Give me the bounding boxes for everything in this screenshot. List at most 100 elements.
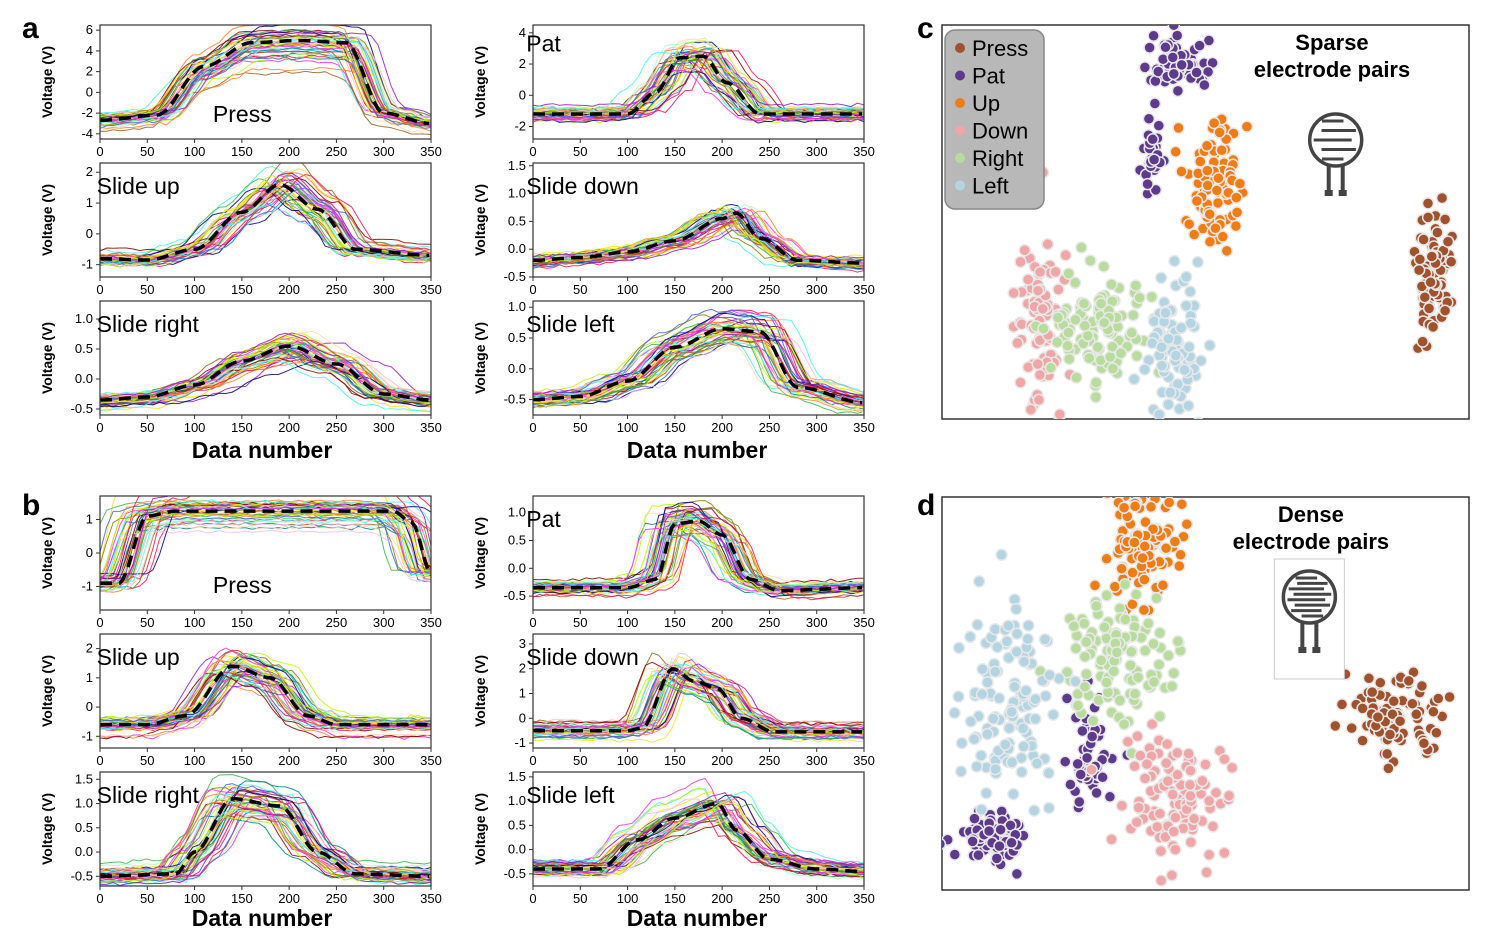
line-chart-b-press: 0 50 100 150 200 250 300 350 1 0 -1 Voltage (V) Pres…: [39, 495, 442, 630]
trace-group: [533, 652, 864, 743]
point-down: [1145, 717, 1159, 731]
y-tick-label: 0: [86, 84, 93, 99]
point-right: [1089, 390, 1103, 404]
point-down: [1160, 737, 1174, 751]
y-axis-label: Voltage (V): [39, 184, 55, 256]
plot-frame: [99, 24, 432, 140]
panel-letter-d: d: [917, 489, 935, 522]
point-right: [1061, 339, 1074, 353]
trace-line: [100, 172, 431, 263]
trace-line: [100, 788, 431, 880]
point-up: [1136, 551, 1149, 565]
point-right: [1037, 322, 1050, 335]
point-right: [1167, 666, 1180, 680]
point-left: [1164, 386, 1177, 399]
point-down: [1202, 794, 1216, 808]
x-tick-label: 250: [759, 891, 781, 906]
y-tick-label: 0.5: [508, 532, 526, 547]
panel-letter-a: a: [22, 12, 39, 45]
point-down: [1014, 376, 1027, 389]
x-tick-label: 300: [373, 753, 395, 768]
point-down: [1184, 789, 1197, 803]
y-tick-label: -2: [514, 119, 526, 134]
point-pat: [1167, 67, 1181, 81]
trace-line: [100, 45, 431, 125]
point-down: [1154, 844, 1168, 858]
point-up: [1233, 177, 1247, 190]
point-pat: [1064, 778, 1077, 791]
x-tick-label: 150: [664, 282, 686, 297]
point-up: [1144, 500, 1158, 514]
x-tick-label: 250: [759, 282, 781, 297]
point-pat: [1090, 786, 1103, 800]
point-press: [1435, 191, 1449, 205]
y-tick-label: 1.0: [508, 299, 526, 314]
point-down: [1018, 243, 1031, 257]
point-right: [1068, 276, 1082, 290]
trace-line: [100, 360, 431, 412]
x-tick-label: 250: [326, 420, 348, 435]
y-tick-label: -1: [81, 728, 93, 743]
y-tick-label: 1.0: [508, 186, 526, 201]
point-right: [1079, 635, 1093, 649]
point-pat: [1198, 78, 1211, 92]
plot-frame: [99, 162, 432, 278]
y-tick-label: 0: [86, 545, 93, 560]
point-down: [1202, 848, 1216, 862]
x-tick-label: 200: [711, 144, 733, 159]
y-tick-label: -0.5: [504, 866, 526, 881]
x-tick-label: 50: [573, 282, 587, 297]
plot-frame: [532, 633, 865, 749]
point-right: [1124, 659, 1137, 672]
trace-line: [100, 529, 431, 586]
y-tick-label: -0.5: [504, 588, 526, 603]
point-right: [1153, 626, 1167, 640]
point-press: [1412, 263, 1426, 277]
point-left: [1194, 354, 1208, 367]
trace-line: [533, 660, 864, 729]
trace-line: [533, 520, 864, 588]
trace-line: [533, 671, 864, 741]
legend-marker-right: [955, 153, 965, 163]
point-right: [1113, 694, 1127, 707]
x-tick-label: 100: [184, 891, 206, 906]
scatter-title: electrode pairs: [1254, 57, 1411, 82]
point-press: [1474, 714, 1485, 725]
point-up: [1209, 222, 1222, 235]
point-right: [1083, 351, 1096, 365]
point-left: [1191, 255, 1205, 269]
point-down: [1169, 843, 1182, 856]
point-down: [1184, 835, 1198, 849]
trace-line: [100, 681, 431, 738]
point-up: [1190, 194, 1204, 208]
trace-line: [533, 800, 864, 867]
trace-line: [100, 647, 431, 728]
x-tick-label: 50: [573, 753, 587, 768]
point-right: [1097, 316, 1111, 329]
point-right: [1147, 637, 1160, 651]
trace-line: [100, 33, 431, 119]
point-left: [1147, 315, 1161, 328]
point-left: [1019, 684, 1033, 697]
y-tick-label: 0.0: [508, 241, 526, 256]
point-down: [1218, 846, 1231, 860]
point-right: [1165, 680, 1179, 693]
x-tick-label: 150: [231, 144, 253, 159]
point-up: [1175, 497, 1189, 511]
point-up: [1203, 235, 1217, 249]
x-tick-label: 50: [573, 615, 587, 630]
y-tick-label: -2: [81, 105, 93, 120]
y-tick-label: 6: [86, 22, 93, 37]
point-down: [1187, 812, 1201, 826]
point-up: [1210, 184, 1224, 197]
trace-line: [533, 522, 864, 595]
trace-panel-label: Slide right: [97, 311, 200, 337]
point-down: [1200, 866, 1213, 879]
x-tick-label: 50: [140, 420, 154, 435]
point-left: [1184, 285, 1197, 298]
point-left: [952, 641, 966, 655]
x-tick-label: 350: [420, 144, 442, 159]
point-up: [1169, 145, 1182, 159]
x-tick-label: 50: [140, 615, 154, 630]
point-pat: [1143, 41, 1156, 54]
